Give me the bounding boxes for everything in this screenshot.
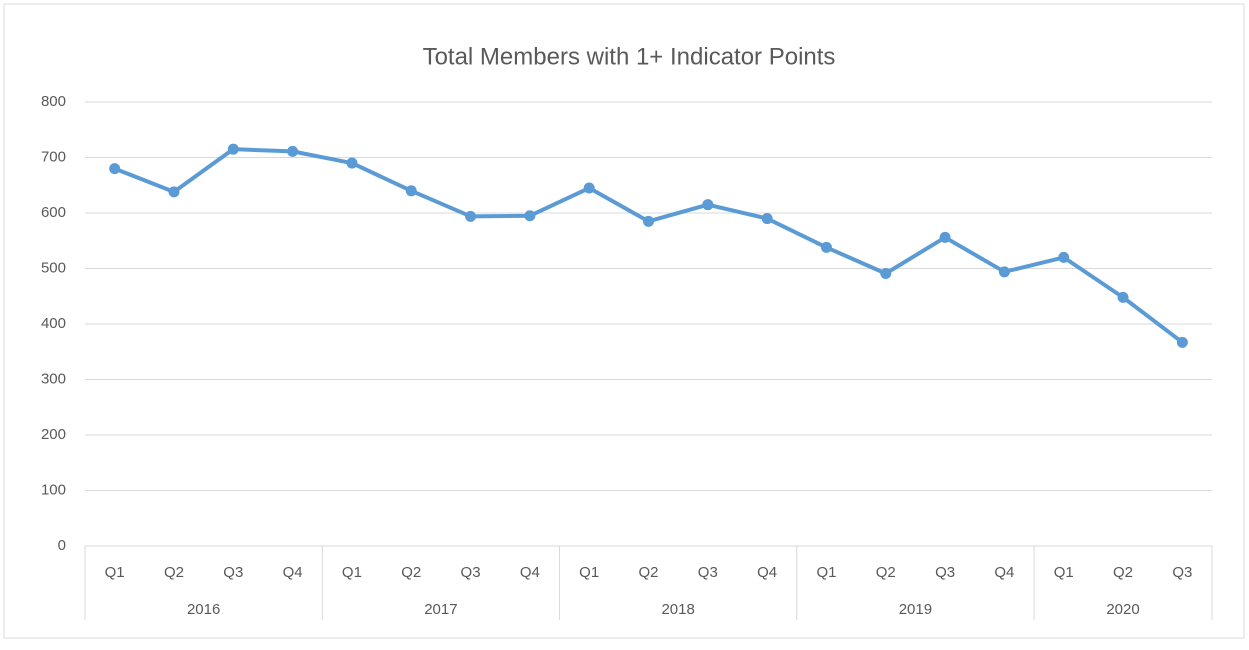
y-tick-label: 600 bbox=[41, 204, 66, 221]
x-tick-label: Q4 bbox=[994, 564, 1014, 581]
marker bbox=[998, 266, 1010, 278]
marker bbox=[1176, 336, 1188, 348]
x-tick-label: Q1 bbox=[342, 564, 362, 581]
marker bbox=[820, 241, 832, 253]
x-tick-label: Q3 bbox=[698, 564, 718, 581]
x-group-label: 2018 bbox=[661, 601, 694, 618]
y-tick-label: 200 bbox=[41, 426, 66, 443]
x-tick-label: Q1 bbox=[1054, 564, 1074, 581]
marker bbox=[583, 182, 595, 194]
x-tick-label: Q1 bbox=[579, 564, 599, 581]
y-tick-label: 400 bbox=[41, 315, 66, 332]
marker bbox=[524, 210, 536, 222]
x-tick-label: Q2 bbox=[401, 564, 421, 581]
y-tick-label: 800 bbox=[41, 93, 66, 110]
chart-title: Total Members with 1+ Indicator Points bbox=[423, 43, 836, 70]
x-tick-label: Q3 bbox=[461, 564, 481, 581]
x-tick-label: Q3 bbox=[223, 564, 243, 581]
y-tick-label: 100 bbox=[41, 481, 66, 498]
x-group-label: 2019 bbox=[899, 601, 932, 618]
y-tick-label: 500 bbox=[41, 259, 66, 276]
marker bbox=[1058, 251, 1070, 263]
x-tick-label: Q4 bbox=[757, 564, 777, 581]
marker bbox=[880, 267, 892, 279]
x-tick-label: Q1 bbox=[105, 564, 125, 581]
marker bbox=[287, 145, 299, 157]
marker bbox=[465, 210, 477, 222]
marker bbox=[405, 185, 417, 197]
x-tick-label: Q2 bbox=[164, 564, 184, 581]
y-tick-label: 700 bbox=[41, 148, 66, 165]
marker bbox=[109, 163, 121, 175]
marker bbox=[1117, 291, 1129, 303]
x-group-label: 2016 bbox=[187, 601, 220, 618]
marker bbox=[939, 231, 951, 243]
x-tick-label: Q2 bbox=[876, 564, 896, 581]
x-tick-label: Q4 bbox=[283, 564, 303, 581]
marker bbox=[702, 199, 714, 211]
x-tick-label: Q2 bbox=[638, 564, 658, 581]
x-group-label: 2017 bbox=[424, 601, 457, 618]
x-tick-label: Q1 bbox=[816, 564, 836, 581]
x-tick-label: Q3 bbox=[1172, 564, 1192, 581]
marker bbox=[761, 213, 773, 225]
marker bbox=[227, 143, 239, 155]
x-group-label: 2020 bbox=[1106, 601, 1139, 618]
y-tick-label: 0 bbox=[58, 537, 66, 554]
chart-frame bbox=[3, 3, 1245, 639]
x-tick-label: Q3 bbox=[935, 564, 955, 581]
marker bbox=[643, 215, 654, 227]
marker bbox=[168, 186, 180, 198]
marker bbox=[346, 157, 358, 169]
y-tick-label: 300 bbox=[41, 370, 66, 387]
x-tick-label: Q4 bbox=[520, 564, 540, 581]
x-tick-label: Q2 bbox=[1113, 564, 1133, 581]
